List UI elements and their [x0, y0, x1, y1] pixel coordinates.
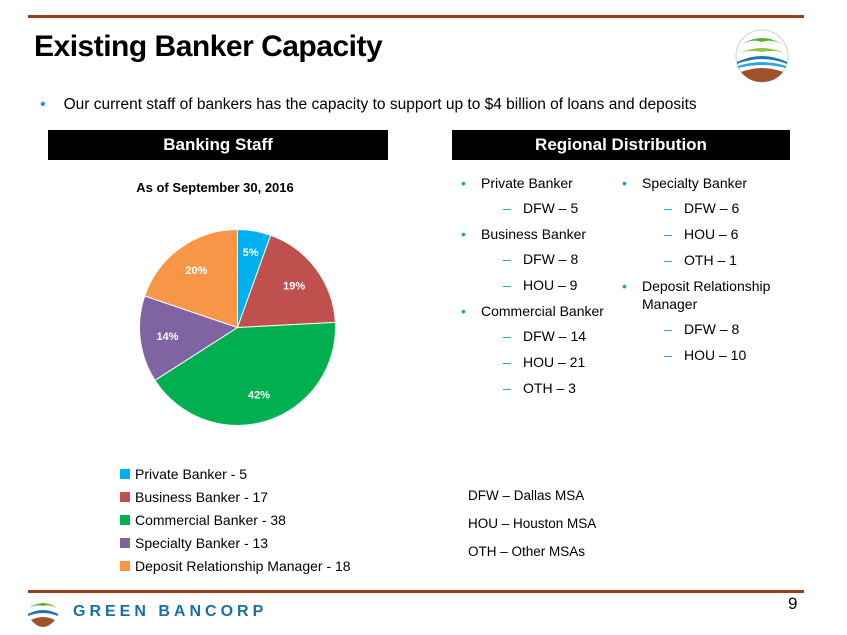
- region-item: – OTH – 1: [622, 251, 802, 269]
- region-item-label: OTH – 3: [523, 380, 576, 396]
- legend-swatch: [120, 537, 130, 548]
- dash-icon: –: [503, 277, 511, 293]
- regional-column-left: • Private Banker – DFW – 5 • Business Banker –…: [461, 174, 621, 405]
- region-category: • Specialty Banker: [622, 174, 802, 192]
- dash-icon: –: [503, 380, 511, 396]
- legend-swatch: [120, 560, 130, 571]
- region-category-label: Commercial Banker: [481, 303, 604, 319]
- region-category-label: Business Banker: [481, 226, 587, 242]
- banking-staff-pie-chart: 5% 19% 42% 14% 20%: [139, 228, 336, 426]
- page-title: Existing Banker Capacity: [34, 30, 383, 63]
- pie-data-label: 19%: [283, 280, 305, 292]
- bullet-dot-icon: •: [461, 175, 466, 191]
- dash-icon: –: [503, 251, 511, 267]
- region-item-label: HOU – 10: [684, 347, 747, 363]
- region-item: – DFW – 8: [622, 320, 802, 338]
- bullet-dot-icon: •: [622, 278, 627, 294]
- region-item-label: DFW – 6: [684, 200, 740, 216]
- regional-column-right: • Specialty Banker – DFW – 6– HOU – 6– OTH – …: [622, 174, 802, 372]
- page-number: 9: [788, 594, 798, 613]
- region-category: • Private Banker: [461, 174, 621, 192]
- legend-entry: Specialty Banker - 13: [120, 531, 351, 554]
- dash-icon: –: [664, 252, 672, 268]
- region-item: – DFW – 14: [461, 327, 621, 345]
- footer-company-name: GREEN BANCORP: [73, 603, 268, 620]
- bullet-dot-icon: •: [461, 303, 466, 319]
- pie-slice-commercial-banker: [154, 321, 336, 426]
- top-rule: [28, 15, 804, 18]
- abbreviation-oth: OTH – Other MSAs: [468, 544, 586, 559]
- region-item-label: HOU – 6: [684, 226, 739, 242]
- legend-entry: Private Banker - 5: [120, 462, 351, 485]
- legend-label: Specialty Banker - 13: [135, 534, 269, 551]
- bottom-rule: [28, 590, 804, 593]
- green-bancorp-logo-icon: [735, 29, 789, 83]
- region-item: – HOU – 6: [622, 225, 802, 243]
- region-item-label: HOU – 21: [523, 354, 586, 370]
- dash-icon: –: [664, 200, 672, 216]
- region-item: – DFW – 8: [461, 250, 621, 268]
- legend-label: Commercial Banker - 38: [135, 511, 286, 528]
- region-item: – HOU – 9: [461, 276, 621, 294]
- legend-entry: Commercial Banker - 38: [120, 508, 351, 531]
- region-item: – OTH – 3: [461, 379, 621, 397]
- region-item-label: HOU – 9: [523, 277, 578, 293]
- bullet-dot-icon: •: [461, 226, 466, 242]
- capacity-text: Our current staff of bankers has the cap…: [63, 96, 697, 113]
- legend-entry: Deposit Relationship Manager - 18: [120, 554, 351, 577]
- region-item-label: DFW – 8: [684, 321, 740, 337]
- pie-data-label: 20%: [185, 265, 207, 277]
- region-item: – DFW – 5: [461, 199, 621, 217]
- dash-icon: –: [664, 321, 672, 337]
- abbreviation-dfw: DFW – Dallas MSA: [468, 488, 585, 503]
- regional-distribution-header: Regional Distribution: [452, 130, 790, 160]
- legend-label: Business Banker - 17: [135, 488, 269, 505]
- bullet-dot-icon: •: [622, 175, 627, 191]
- abbreviation-hou: HOU – Houston MSA: [468, 516, 597, 531]
- capacity-bullet: • Our current staff of bankers has the ca…: [40, 96, 697, 114]
- region-category: • Deposit Relationship Manager: [622, 277, 802, 313]
- bullet-dot-icon: •: [40, 96, 46, 113]
- chart-title: As of September 30, 2016: [136, 180, 294, 195]
- region-item: – HOU – 21: [461, 353, 621, 371]
- legend-label: Deposit Relationship Manager - 18: [135, 557, 351, 574]
- legend-swatch: [120, 468, 130, 479]
- region-category: • Business Banker: [461, 225, 621, 243]
- dash-icon: –: [664, 347, 672, 363]
- pie-data-label: 14%: [156, 331, 178, 343]
- pie-data-label: 5%: [243, 247, 259, 259]
- pie-slice-specialty-banker: [139, 295, 239, 382]
- pie-slice-deposit-relationship-manager: [144, 228, 238, 329]
- pie-data-label: 42%: [248, 390, 270, 402]
- dash-icon: –: [664, 226, 672, 242]
- abbreviation-list: DFW – Dallas MSA HOU – Houston MSA OTH –…: [468, 486, 596, 570]
- legend-entry: Business Banker - 17: [120, 485, 351, 508]
- region-item-label: DFW – 8: [523, 251, 579, 267]
- green-bancorp-small-logo-icon: [28, 597, 58, 627]
- dash-icon: –: [503, 328, 511, 344]
- chart-legend: Private Banker - 5 Business Banker - 17 Co…: [120, 462, 351, 577]
- legend-label: Private Banker - 5: [135, 465, 248, 482]
- region-item-label: OTH – 1: [684, 252, 737, 268]
- pie-slice-business-banker: [236, 234, 336, 329]
- region-item: – DFW – 6: [622, 199, 802, 217]
- region-category-label: Specialty Banker: [642, 175, 748, 191]
- dash-icon: –: [503, 354, 511, 370]
- region-category: • Commercial Banker: [461, 302, 621, 320]
- legend-swatch: [120, 491, 130, 502]
- region-item-label: DFW – 14: [523, 328, 587, 344]
- banking-staff-header: Banking Staff: [48, 130, 388, 160]
- region-item: – HOU – 10: [622, 346, 802, 364]
- dash-icon: –: [503, 200, 511, 216]
- region-item-label: DFW – 5: [523, 200, 579, 216]
- region-category-label: Private Banker: [481, 175, 573, 191]
- legend-swatch: [120, 514, 130, 525]
- region-category-label: Deposit Relationship Manager: [642, 278, 771, 312]
